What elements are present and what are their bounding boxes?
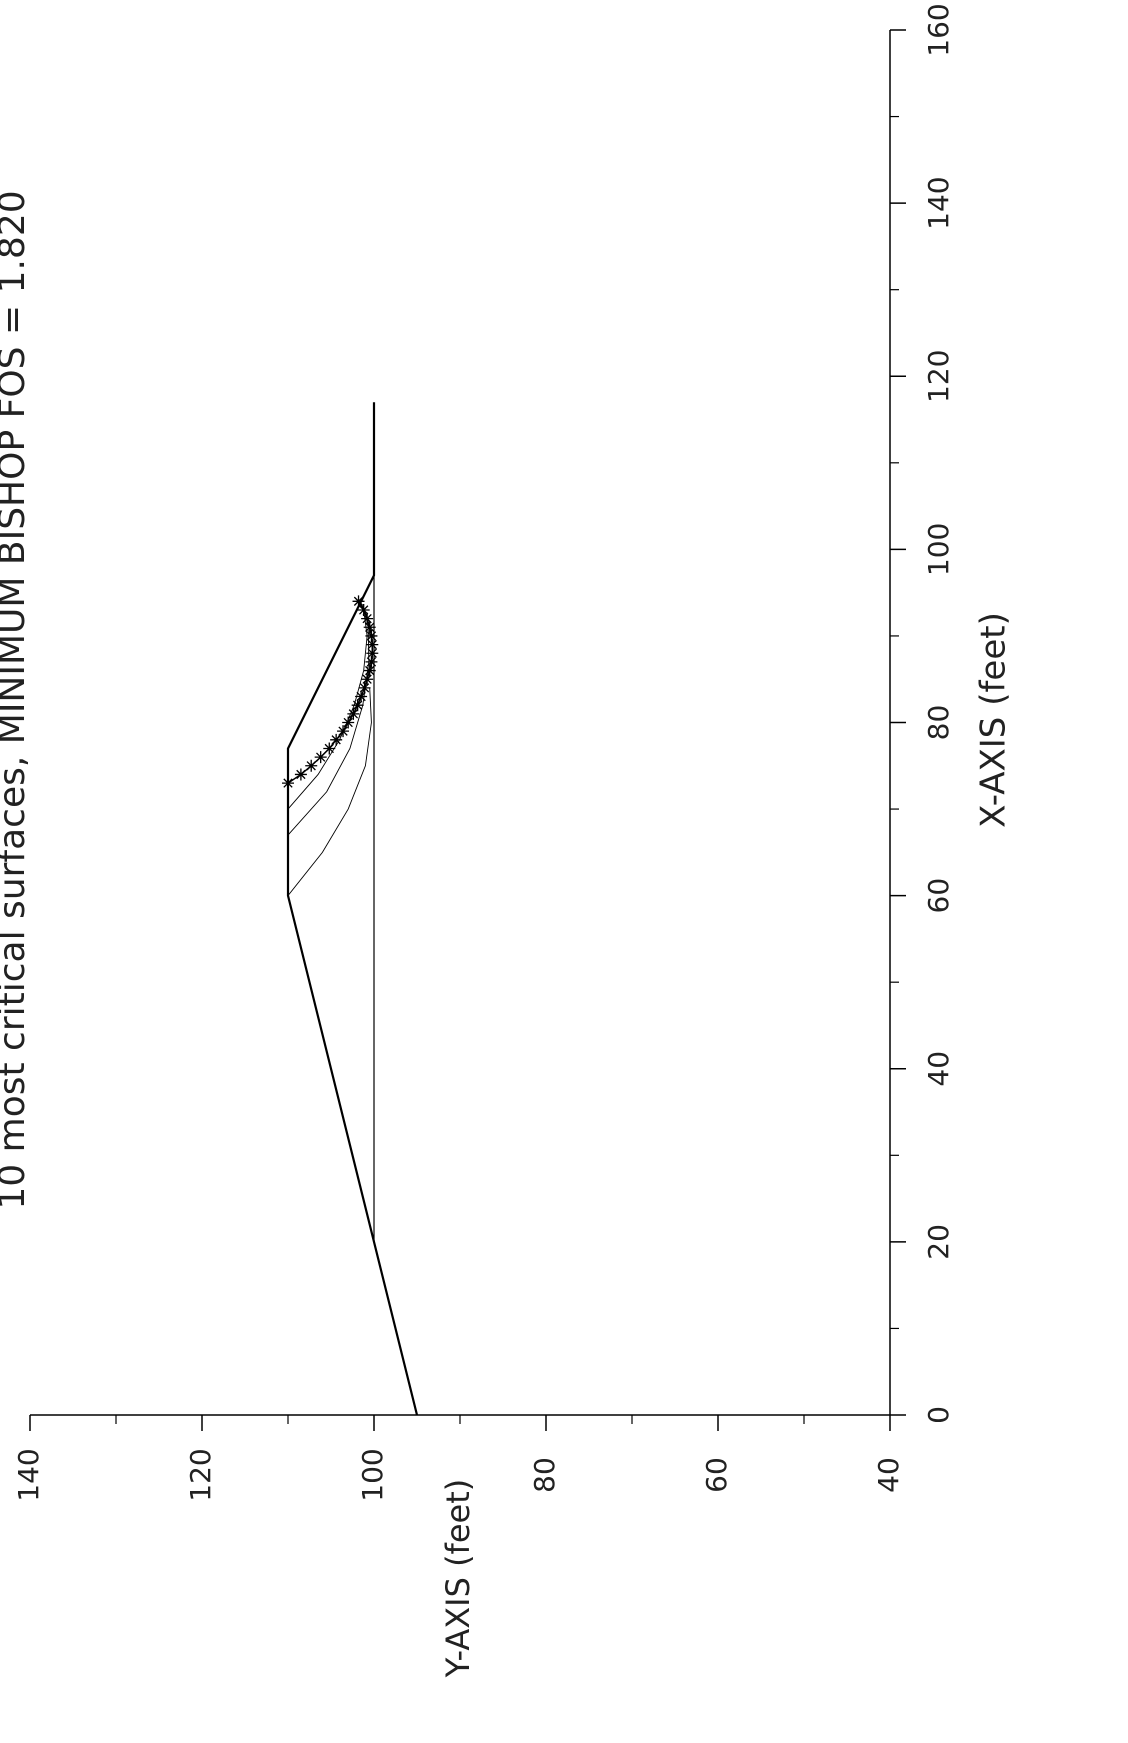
star-marker: [282, 777, 294, 790]
star-marker: [363, 621, 376, 634]
x-tick-label: 100: [922, 523, 955, 576]
x-tick-label: 140: [922, 176, 955, 229]
series-line: [286, 402, 419, 1416]
star-marker: [366, 647, 379, 660]
star-marker: [361, 612, 374, 625]
x-axis-label: X-AXIS (feet): [974, 612, 1014, 828]
star-marker: [323, 742, 336, 755]
star-marker: [361, 673, 374, 686]
y-axis-label: Y-AXIS (feet): [439, 1479, 477, 1678]
star-marker: [347, 707, 360, 720]
x-tick-label: 40: [922, 1051, 955, 1087]
chart-title: 10 most critical surfaces, MINIMUM BISHO…: [0, 190, 33, 1209]
star-marker: [365, 655, 378, 668]
x-tick-label: 20: [922, 1224, 955, 1260]
series-line: [287, 687, 372, 896]
y-tick-label: 60: [700, 1457, 733, 1493]
star-marker: [351, 699, 364, 712]
star-marker: [365, 629, 378, 642]
star-marker: [294, 768, 307, 781]
y-tick-label: 120: [184, 1448, 217, 1501]
star-marker: [366, 638, 379, 651]
y-tick-label: 100: [356, 1448, 389, 1501]
star-marker: [355, 690, 368, 703]
x-tick-label: 80: [922, 705, 955, 741]
x-tick-label: 120: [922, 350, 955, 403]
x-tick-label: 60: [922, 878, 955, 914]
star-marker: [352, 595, 365, 608]
star-marker: [358, 681, 371, 694]
y-tick-label: 40: [872, 1457, 905, 1493]
y-tick-label: 140: [12, 1448, 45, 1501]
star-marker: [357, 603, 370, 616]
x-tick-label: 0: [922, 1406, 955, 1424]
star-marker: [314, 751, 327, 764]
star-marker: [342, 716, 355, 729]
star-marker: [337, 725, 350, 738]
star-marker: [305, 759, 318, 772]
star-marker: [330, 733, 343, 746]
series-line: [287, 600, 374, 784]
y-tick-label: 80: [528, 1457, 561, 1493]
x-tick-label: 160: [922, 3, 955, 56]
series-line: [287, 601, 370, 836]
star-marker: [363, 664, 376, 677]
